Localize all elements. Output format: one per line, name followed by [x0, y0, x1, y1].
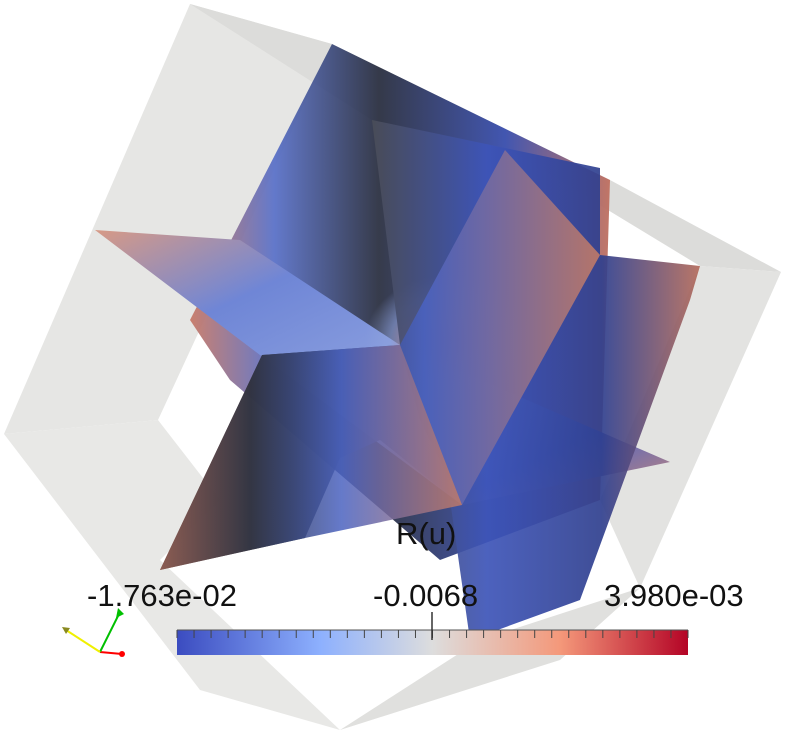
- axis-y-line: [99, 611, 121, 653]
- box-face-bottom-right: [340, 588, 640, 730]
- axis-z-tip: [62, 627, 70, 634]
- box-face-left: [4, 4, 332, 434]
- box-face-right: [600, 266, 781, 588]
- scalar-bar-title: R(u): [396, 516, 457, 551]
- axis-z-line: [65, 629, 101, 653]
- scalar-bar-mid-label: -0.0068: [373, 578, 479, 613]
- scalar-bar: [176, 612, 689, 655]
- axis-y-tip: [116, 608, 124, 618]
- axis-x-line: [99, 651, 123, 655]
- slice-lower-front: [160, 345, 462, 570]
- scalar-bar-min-label: -1.763e-02: [87, 578, 237, 613]
- scalar-bar-ticks: [176, 612, 689, 640]
- scalar-bar-max-label: 3.980e-03: [604, 578, 744, 613]
- orientation-axes: [62, 608, 125, 657]
- axis-x-tip: [119, 651, 125, 657]
